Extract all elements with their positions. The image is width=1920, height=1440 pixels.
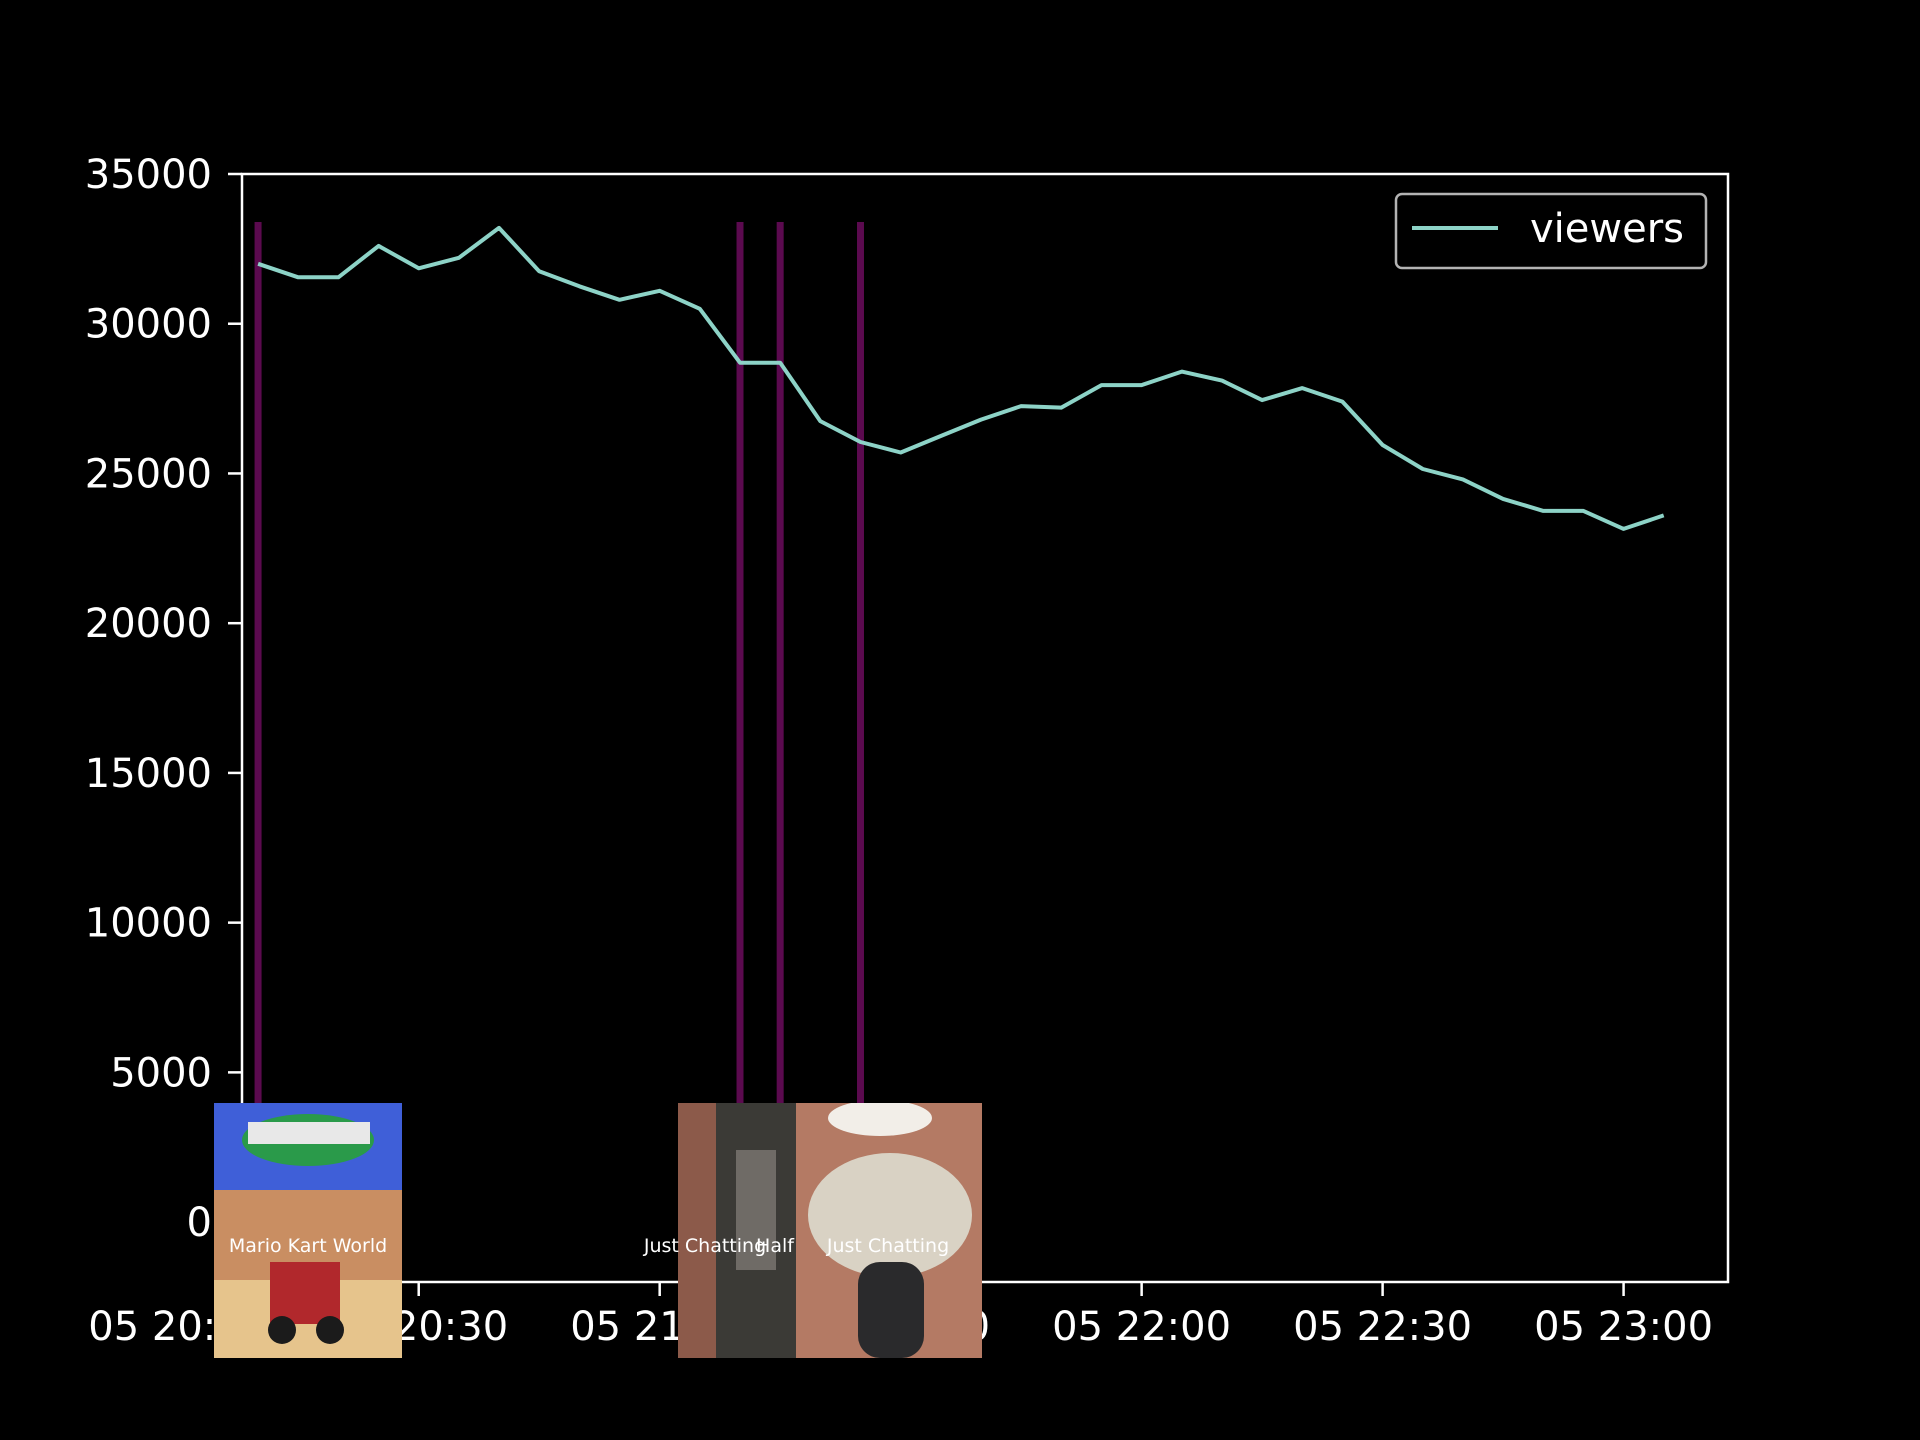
y-tick-label: 25000 [85, 451, 212, 497]
x-tick-label: 05 23:00 [1534, 1304, 1713, 1350]
category-label-just-chatting: Just Chatting [643, 1235, 766, 1257]
thumb-wheel [316, 1316, 344, 1344]
thumb-wheel [268, 1316, 296, 1344]
y-tick-label: 0 [187, 1200, 212, 1246]
y-tick-label: 35000 [85, 152, 212, 198]
category-label-mario-kart-world: Mario Kart World [229, 1235, 387, 1257]
just-chatting-thumbnails [678, 1103, 982, 1358]
x-tick-label: 05 22:00 [1052, 1304, 1231, 1350]
y-tick-label: 5000 [110, 1050, 212, 1096]
thumb-kart [270, 1262, 340, 1324]
series-line-viewers [257, 225, 1665, 531]
y-tick-label: 30000 [85, 302, 212, 348]
thumb-microphone [858, 1262, 924, 1358]
thumb-smile [828, 1103, 932, 1136]
x-tick-label: 05 22:30 [1293, 1304, 1472, 1350]
category-label-half: Half [756, 1235, 795, 1257]
y-tick-label: 20000 [85, 601, 212, 647]
mario-kart-world-thumbnail [214, 1103, 402, 1358]
category-label-just-chatting: Just Chatting [826, 1235, 949, 1257]
thumb-logo-text [248, 1122, 370, 1144]
legend-label-viewers: viewers [1530, 206, 1684, 252]
thumb-mug [808, 1153, 972, 1277]
legend-box [1394, 192, 1708, 270]
y-tick-label: 15000 [85, 751, 212, 797]
plot-frame [240, 172, 1730, 1284]
y-tick-label: 10000 [85, 901, 212, 947]
thumb-half-figure [736, 1150, 776, 1270]
